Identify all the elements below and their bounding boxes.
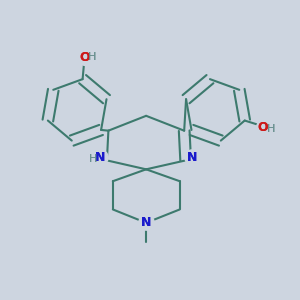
Text: N: N	[141, 216, 151, 229]
Text: H: H	[88, 52, 96, 61]
Text: H: H	[267, 124, 275, 134]
Text: N: N	[187, 151, 197, 164]
Text: H: H	[267, 124, 275, 134]
Text: N: N	[95, 151, 106, 164]
Text: O: O	[258, 121, 268, 134]
Text: O: O	[258, 121, 268, 134]
Text: H: H	[88, 52, 96, 61]
Text: O: O	[80, 51, 90, 64]
Text: H: H	[88, 154, 97, 164]
Text: N: N	[141, 216, 151, 229]
Text: O: O	[80, 51, 90, 64]
Text: H: H	[88, 154, 97, 164]
Text: N: N	[187, 151, 197, 164]
Text: N: N	[95, 151, 106, 164]
